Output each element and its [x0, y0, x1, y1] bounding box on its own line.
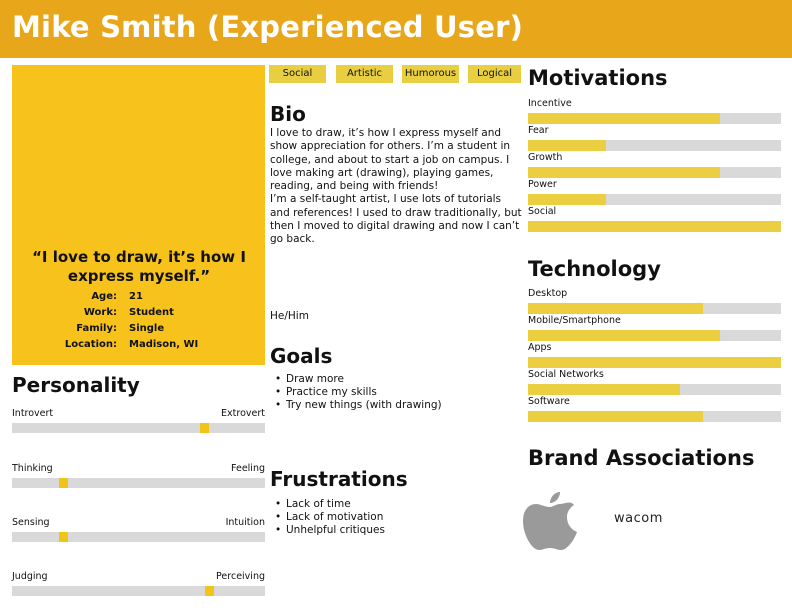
bio-heading: Bio	[270, 102, 306, 126]
motivations-heading: Motivations	[528, 66, 668, 90]
persona-quote: “I love to draw, it’s how I express myse…	[32, 248, 246, 285]
bar-group: Fear	[528, 125, 781, 151]
wacom-logo: wacom	[614, 511, 663, 526]
bar-label: Desktop	[528, 288, 568, 299]
bar-label: Power	[528, 179, 557, 190]
bar-label: Social Networks	[528, 369, 604, 380]
list-item: Practice my skills	[275, 386, 442, 399]
bar-label: Incentive	[528, 98, 572, 109]
bar-group: Apps	[528, 342, 781, 368]
scale-track	[12, 532, 265, 542]
scale-right-label: Extrovert	[221, 408, 265, 419]
persona-title: Mike Smith (Experienced User)	[12, 10, 524, 44]
personality-heading: Personality	[12, 373, 140, 397]
bar-track	[528, 303, 781, 314]
bar-track	[528, 384, 781, 395]
bar-fill	[528, 221, 781, 232]
tag-social: Social	[269, 65, 326, 83]
list-item: Unhelpful critiques	[275, 524, 385, 537]
bar-group: Incentive	[528, 98, 781, 124]
scale-marker	[58, 478, 68, 488]
goals-heading: Goals	[270, 344, 333, 368]
bar-track	[528, 411, 781, 422]
apple-logo	[522, 488, 578, 556]
scale-track	[12, 423, 265, 433]
bio-paragraph: I love to draw, it’s how I express mysel…	[270, 127, 511, 193]
tag-logical: Logical	[468, 65, 521, 83]
technology-heading: Technology	[528, 257, 661, 281]
bar-group: Software	[528, 396, 781, 422]
tag-humorous: Humorous	[402, 65, 459, 83]
bar-fill	[528, 330, 721, 341]
bar-label: Mobile/Smartphone	[528, 315, 621, 326]
list-item: Lack of time	[275, 498, 385, 511]
bar-group: Social	[528, 206, 781, 232]
bar-group: Desktop	[528, 288, 781, 314]
bar-fill	[528, 113, 721, 124]
bar-fill	[528, 167, 721, 178]
list-item: Draw more	[275, 373, 442, 386]
fact-row-work: Work: Student	[83, 307, 174, 318]
fact-row-family: Family: Single	[76, 323, 165, 334]
scale-track	[12, 478, 265, 488]
frustrations-heading: Frustrations	[270, 467, 408, 491]
fact-row-age: Age: 21	[91, 291, 143, 302]
bar-track	[528, 357, 781, 368]
pronouns: He/Him	[270, 310, 309, 322]
bar-track	[528, 167, 781, 178]
scale-marker	[205, 586, 215, 596]
scale-right-label: Perceiving	[216, 571, 265, 582]
persona-photo	[12, 65, 265, 365]
fact-row-location: Location: Madison, WI	[64, 339, 199, 350]
scale-left-label: Introvert	[12, 408, 54, 419]
bar-fill	[528, 357, 781, 368]
persona-facts: Age: 21 Work: Student Family: Single Loc…	[12, 291, 265, 355]
scale-right-label: Feeling	[231, 463, 265, 474]
brand-associations-heading: Brand Associations	[528, 446, 755, 470]
bar-label: Growth	[528, 152, 563, 163]
bar-fill	[528, 140, 607, 151]
scale-left-label: Sensing	[12, 517, 50, 528]
personality-scale: Thinking Feeling	[12, 463, 265, 488]
bar-fill	[528, 411, 703, 422]
header-banner: Mike Smith (Experienced User)	[0, 0, 792, 58]
scale-marker	[58, 532, 68, 542]
goals-list: Draw more Practice my skills Try new thi…	[275, 373, 442, 412]
bar-fill	[528, 194, 607, 205]
bar-fill	[528, 384, 680, 395]
frustrations-list: Lack of time Lack of motivation Unhelpfu…	[275, 498, 385, 537]
bar-label: Fear	[528, 125, 549, 136]
personality-scale: Sensing Intuition	[12, 517, 265, 542]
bar-group: Social Networks	[528, 369, 781, 395]
bar-label: Social	[528, 206, 557, 217]
bio-paragraph: I’m a self-taught artist, I use lots of …	[270, 193, 522, 246]
scale-marker	[200, 423, 210, 433]
bar-track	[528, 140, 781, 151]
bio-text: I love to draw, it’s how I express mysel…	[270, 127, 522, 247]
bar-group: Mobile/Smartphone	[528, 315, 781, 341]
scale-track	[12, 586, 265, 596]
bar-track	[528, 221, 781, 232]
bar-label: Apps	[528, 342, 552, 353]
bar-fill	[528, 303, 703, 314]
bar-label: Software	[528, 396, 570, 407]
bar-track	[528, 330, 781, 341]
scale-left-label: Thinking	[12, 463, 53, 474]
scale-right-label: Intuition	[225, 517, 265, 528]
tag-artistic: Artistic	[336, 65, 393, 83]
bar-group: Power	[528, 179, 781, 205]
list-item: Try new things (with drawing)	[275, 399, 442, 412]
personality-scale: Judging Perceiving	[12, 571, 265, 596]
bar-track	[528, 194, 781, 205]
list-item: Lack of motivation	[275, 511, 385, 524]
scale-left-label: Judging	[12, 571, 48, 582]
bar-track	[528, 113, 781, 124]
personality-scale: Introvert Extrovert	[12, 408, 265, 433]
bar-group: Growth	[528, 152, 781, 178]
